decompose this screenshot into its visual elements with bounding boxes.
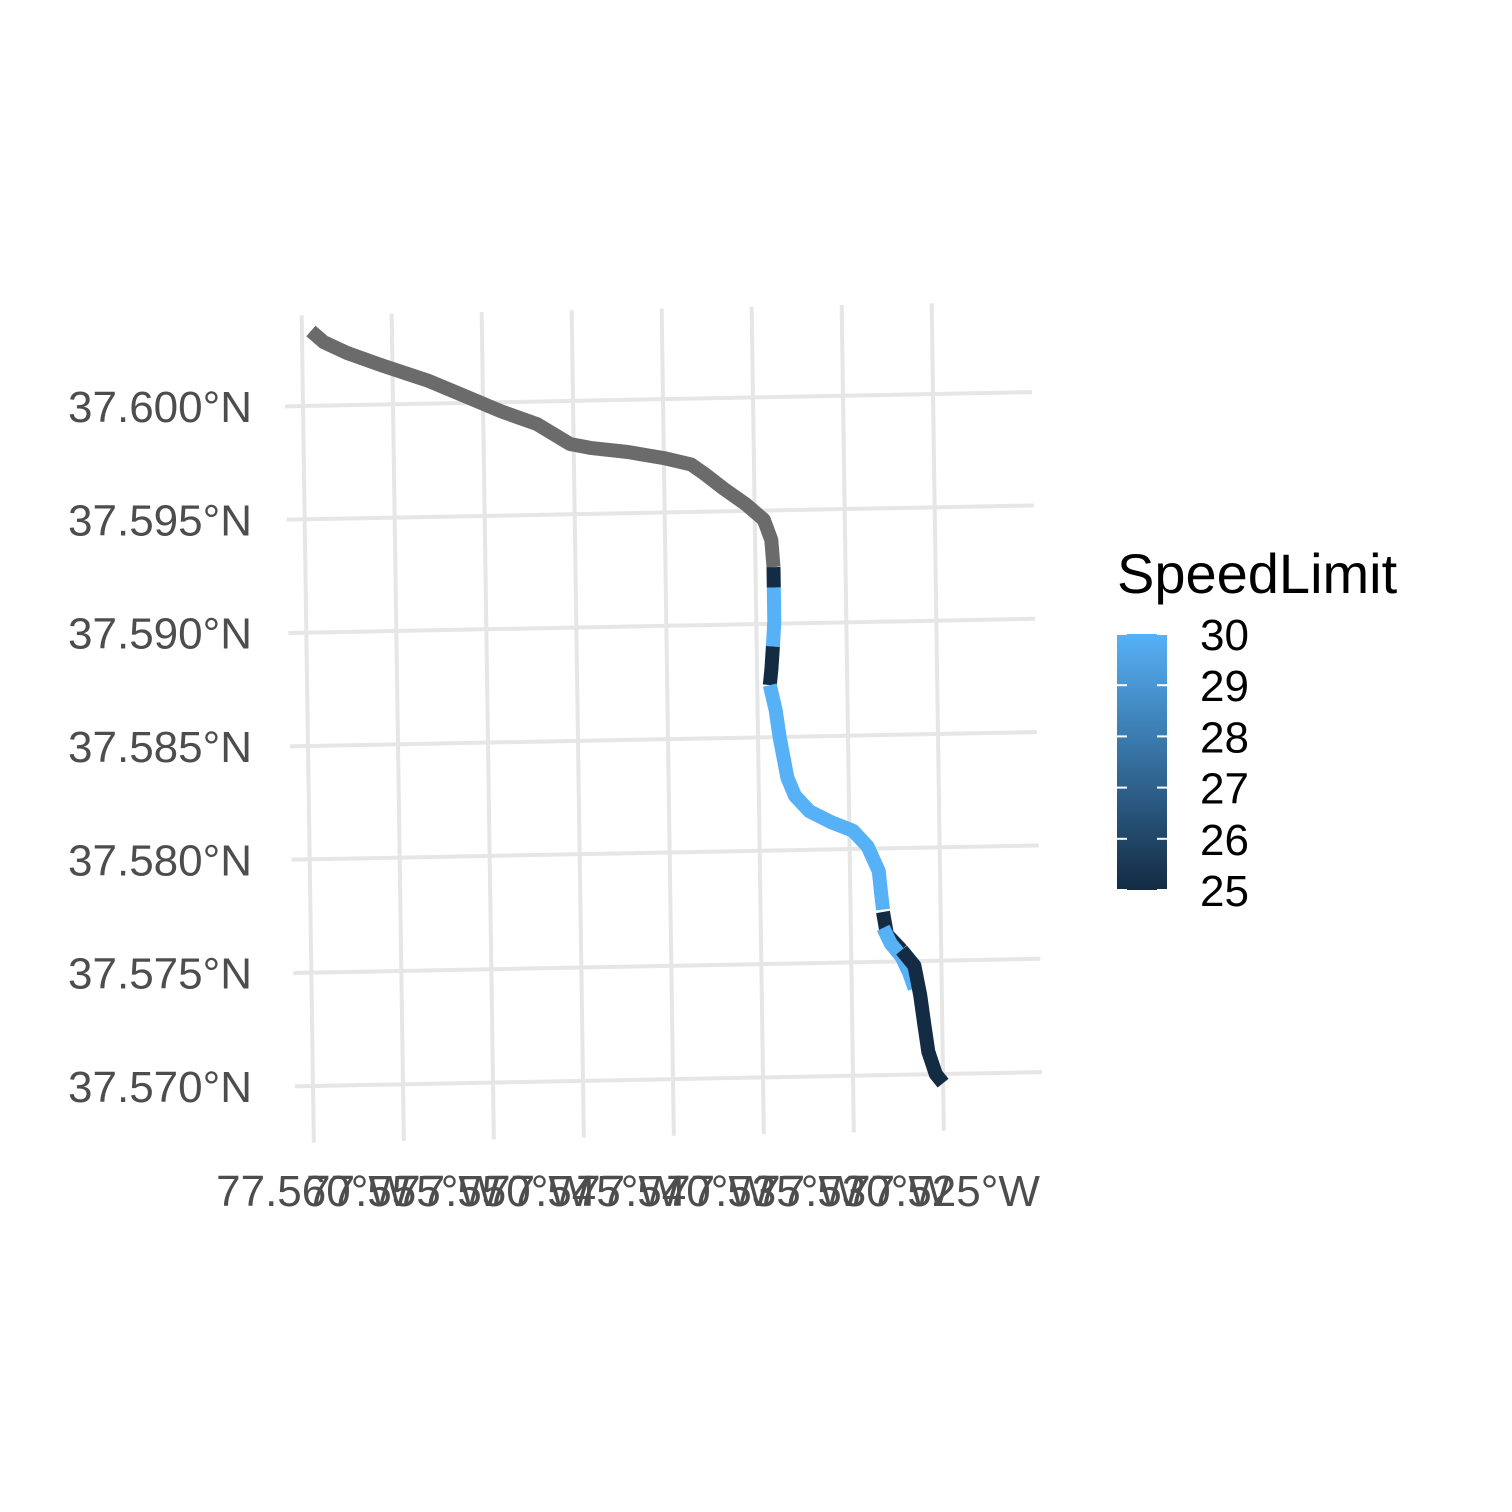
route-segment-2 bbox=[765, 587, 782, 647]
x-axis-tick-labels: 77.560°W77.555°W77.550°W77.545°W77.540°W… bbox=[216, 1167, 1040, 1216]
y-tick-label: 37.585°N bbox=[68, 723, 252, 772]
legend-tick-label: 25 bbox=[1200, 867, 1249, 916]
x-tick-label: 77.545°W bbox=[486, 1167, 680, 1216]
route-segment-3 bbox=[762, 646, 780, 686]
grid-line-x-0 bbox=[299, 315, 316, 1143]
legend-tick-label: 30 bbox=[1200, 611, 1249, 660]
y-axis-tick-labels: 37.570°N 37.575°N 37.580°N 37.585°N 37.590°N… bbox=[68, 383, 252, 1112]
route-segment-0 bbox=[306, 325, 781, 568]
grid-line-y-6 bbox=[284, 390, 1033, 409]
y-tick-label: 37.575°N bbox=[68, 950, 252, 999]
route-segment-4 bbox=[762, 683, 890, 911]
grid-line-y-0 bbox=[294, 1070, 1043, 1089]
legend-colorbar bbox=[1117, 634, 1167, 890]
x-tick-label: 77.525°W bbox=[846, 1167, 1040, 1216]
route-segments bbox=[306, 325, 949, 1088]
grid-line-x-2 bbox=[479, 311, 496, 1140]
grid-line-y-2 bbox=[291, 843, 1039, 862]
y-tick-label: 37.600°N bbox=[68, 383, 252, 432]
grid-line-y-4 bbox=[288, 616, 1036, 636]
x-tick-label: 77.535°W bbox=[666, 1167, 860, 1216]
y-tick-label: 37.590°N bbox=[68, 610, 252, 659]
route-segment-7 bbox=[896, 945, 949, 1088]
legend-title: SpeedLimit bbox=[1117, 542, 1398, 605]
grid-line-x-3 bbox=[569, 310, 586, 1138]
legend-tick-label: 26 bbox=[1200, 816, 1249, 865]
grid-line-y-1 bbox=[293, 956, 1041, 976]
grid-line-y-3 bbox=[289, 730, 1038, 749]
grid-line-x-7 bbox=[929, 303, 946, 1131]
x-tick-label: 77.550°W bbox=[396, 1167, 590, 1216]
x-tick-label: 77.555°W bbox=[306, 1167, 500, 1216]
grid-line-x-1 bbox=[389, 313, 406, 1141]
y-tick-label: 37.595°N bbox=[68, 496, 252, 545]
grid-line-x-6 bbox=[839, 305, 856, 1133]
y-tick-label: 37.580°N bbox=[68, 836, 252, 885]
legend-tick-label: 28 bbox=[1200, 713, 1249, 762]
grid-line-y-5 bbox=[286, 503, 1034, 522]
grid-lines bbox=[284, 303, 1043, 1143]
legend-tick-label: 29 bbox=[1200, 662, 1249, 711]
x-tick-label: 77.540°W bbox=[576, 1167, 770, 1216]
grid-line-x-4 bbox=[659, 308, 676, 1136]
x-tick-label: 77.530°W bbox=[756, 1167, 950, 1216]
x-tick-label: 77.560°W bbox=[216, 1167, 410, 1216]
legend-tick-label: 27 bbox=[1200, 765, 1249, 814]
grid-line-x-5 bbox=[749, 306, 766, 1135]
y-tick-label: 37.570°N bbox=[68, 1063, 252, 1112]
